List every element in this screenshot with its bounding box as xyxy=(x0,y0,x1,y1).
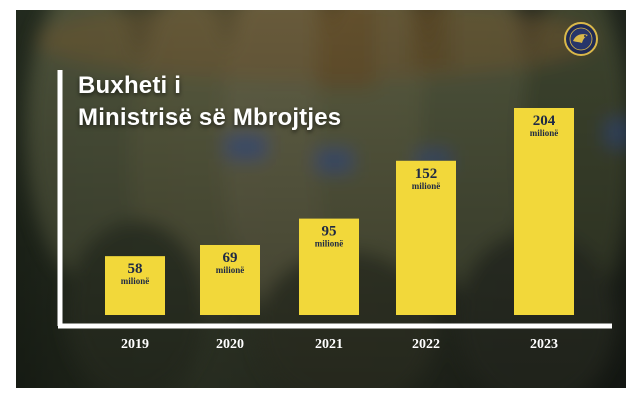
chart-scene: Buxheti i Ministrisë së Mbrojtjes 58 mili… xyxy=(16,10,626,388)
value-unit-2022: milionë xyxy=(412,181,441,191)
labels-layer: 58milionë201969milionë202095milionë20211… xyxy=(121,113,559,352)
value-unit-2019: milionë xyxy=(121,276,150,286)
chart-title-line1: Buxheti i xyxy=(78,72,182,99)
bar-2019 xyxy=(105,256,165,315)
value-unit-2023: milionë xyxy=(530,128,559,138)
value-label-2019: 58 xyxy=(128,261,143,277)
bar-2023 xyxy=(514,108,574,315)
axis-layer xyxy=(57,70,612,329)
bar-2021 xyxy=(299,218,359,315)
value-unit-2021: milionë xyxy=(315,239,344,249)
value-unit-2020: milionë xyxy=(216,265,245,275)
bar-chart: 58milionë201969milionë202095milionë20211… xyxy=(57,70,612,352)
x-tick-label-2023: 2023 xyxy=(530,337,558,352)
x-tick-label-2021: 2021 xyxy=(315,337,343,352)
value-label-2020: 69 xyxy=(223,250,238,266)
bar-2020 xyxy=(200,244,260,315)
x-tick-label-2020: 2020 xyxy=(216,337,244,352)
value-label-2023: 204 xyxy=(533,113,556,129)
chart-title-line2: Ministrisë së Mbrojtjes xyxy=(78,104,342,131)
bars-layer xyxy=(105,108,574,315)
value-label-2022: 152 xyxy=(415,166,438,182)
value-label-2021: 95 xyxy=(322,224,337,240)
x-tick-label-2022: 2022 xyxy=(412,337,440,352)
x-tick-label-2019: 2019 xyxy=(121,337,149,352)
bar-2022 xyxy=(396,160,456,315)
eagle-emblem-icon xyxy=(564,22,598,56)
